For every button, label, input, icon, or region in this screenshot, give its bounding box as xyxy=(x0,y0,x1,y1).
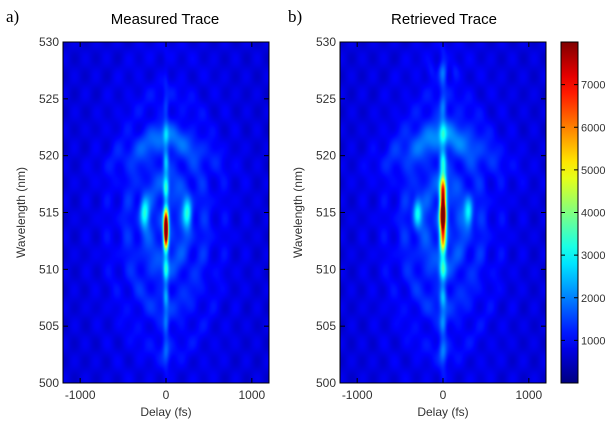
panel-measured: a) Measured Trace -1000 0 1000 500 505 510 515… xyxy=(6,7,270,419)
chart-title-retrieved: Retrieved Trace xyxy=(391,11,497,28)
x-tick-label: 0 xyxy=(440,388,447,402)
x-tick-label: -1000 xyxy=(65,388,96,402)
y-tick-label: 505 xyxy=(316,319,336,333)
y-tick-label: 510 xyxy=(39,262,59,276)
heatmap-retrieved xyxy=(340,42,546,383)
y-tick-label: 500 xyxy=(316,376,336,390)
colorbar-tick-label: 4000 xyxy=(581,208,605,220)
x-tick-label: 1000 xyxy=(515,388,542,402)
panel-letter-a: a) xyxy=(6,7,19,26)
colorbar-tick-label: 5000 xyxy=(581,165,605,177)
y-tick-label: 520 xyxy=(316,149,336,163)
y-tick-label: 530 xyxy=(316,35,336,49)
y-axis-label: Wavelength (nm) xyxy=(291,167,305,258)
colorbar-tick-label: 6000 xyxy=(581,122,605,134)
y-axis-label: Wavelength (nm) xyxy=(14,167,28,258)
chart-title-measured: Measured Trace xyxy=(111,11,219,28)
y-tick-label: 525 xyxy=(39,92,59,106)
colorbar-tick-label: 7000 xyxy=(581,80,605,92)
y-tick-label: 515 xyxy=(39,206,59,220)
x-tick-label: 0 xyxy=(163,388,170,402)
y-tick-label: 520 xyxy=(39,149,59,163)
x-axis-label: Delay (fs) xyxy=(417,405,468,419)
x-tick-label: 1000 xyxy=(238,388,265,402)
y-tick-label: 510 xyxy=(316,262,336,276)
heatmap-measured xyxy=(63,42,269,383)
x-tick-label: -1000 xyxy=(342,388,373,402)
colorbar-tick-label: 2000 xyxy=(581,293,605,305)
x-axis-label: Delay (fs) xyxy=(140,405,191,419)
colorbar-tick-label: 1000 xyxy=(581,335,605,347)
y-tick-label: 505 xyxy=(39,319,59,333)
panel-letter-b: b) xyxy=(288,7,302,26)
colorbar: 1000 2000 3000 4000 5000 6000 7000 xyxy=(560,41,605,384)
colorbar-tick-label: 3000 xyxy=(581,250,605,262)
y-tick-label: 500 xyxy=(39,376,59,390)
y-tick-label: 530 xyxy=(39,35,59,49)
y-tick-label: 515 xyxy=(316,206,336,220)
panel-retrieved: b) Retrieved Trace -1000 0 1000 500 505 510 51… xyxy=(288,7,547,419)
y-tick-label: 525 xyxy=(316,92,336,106)
